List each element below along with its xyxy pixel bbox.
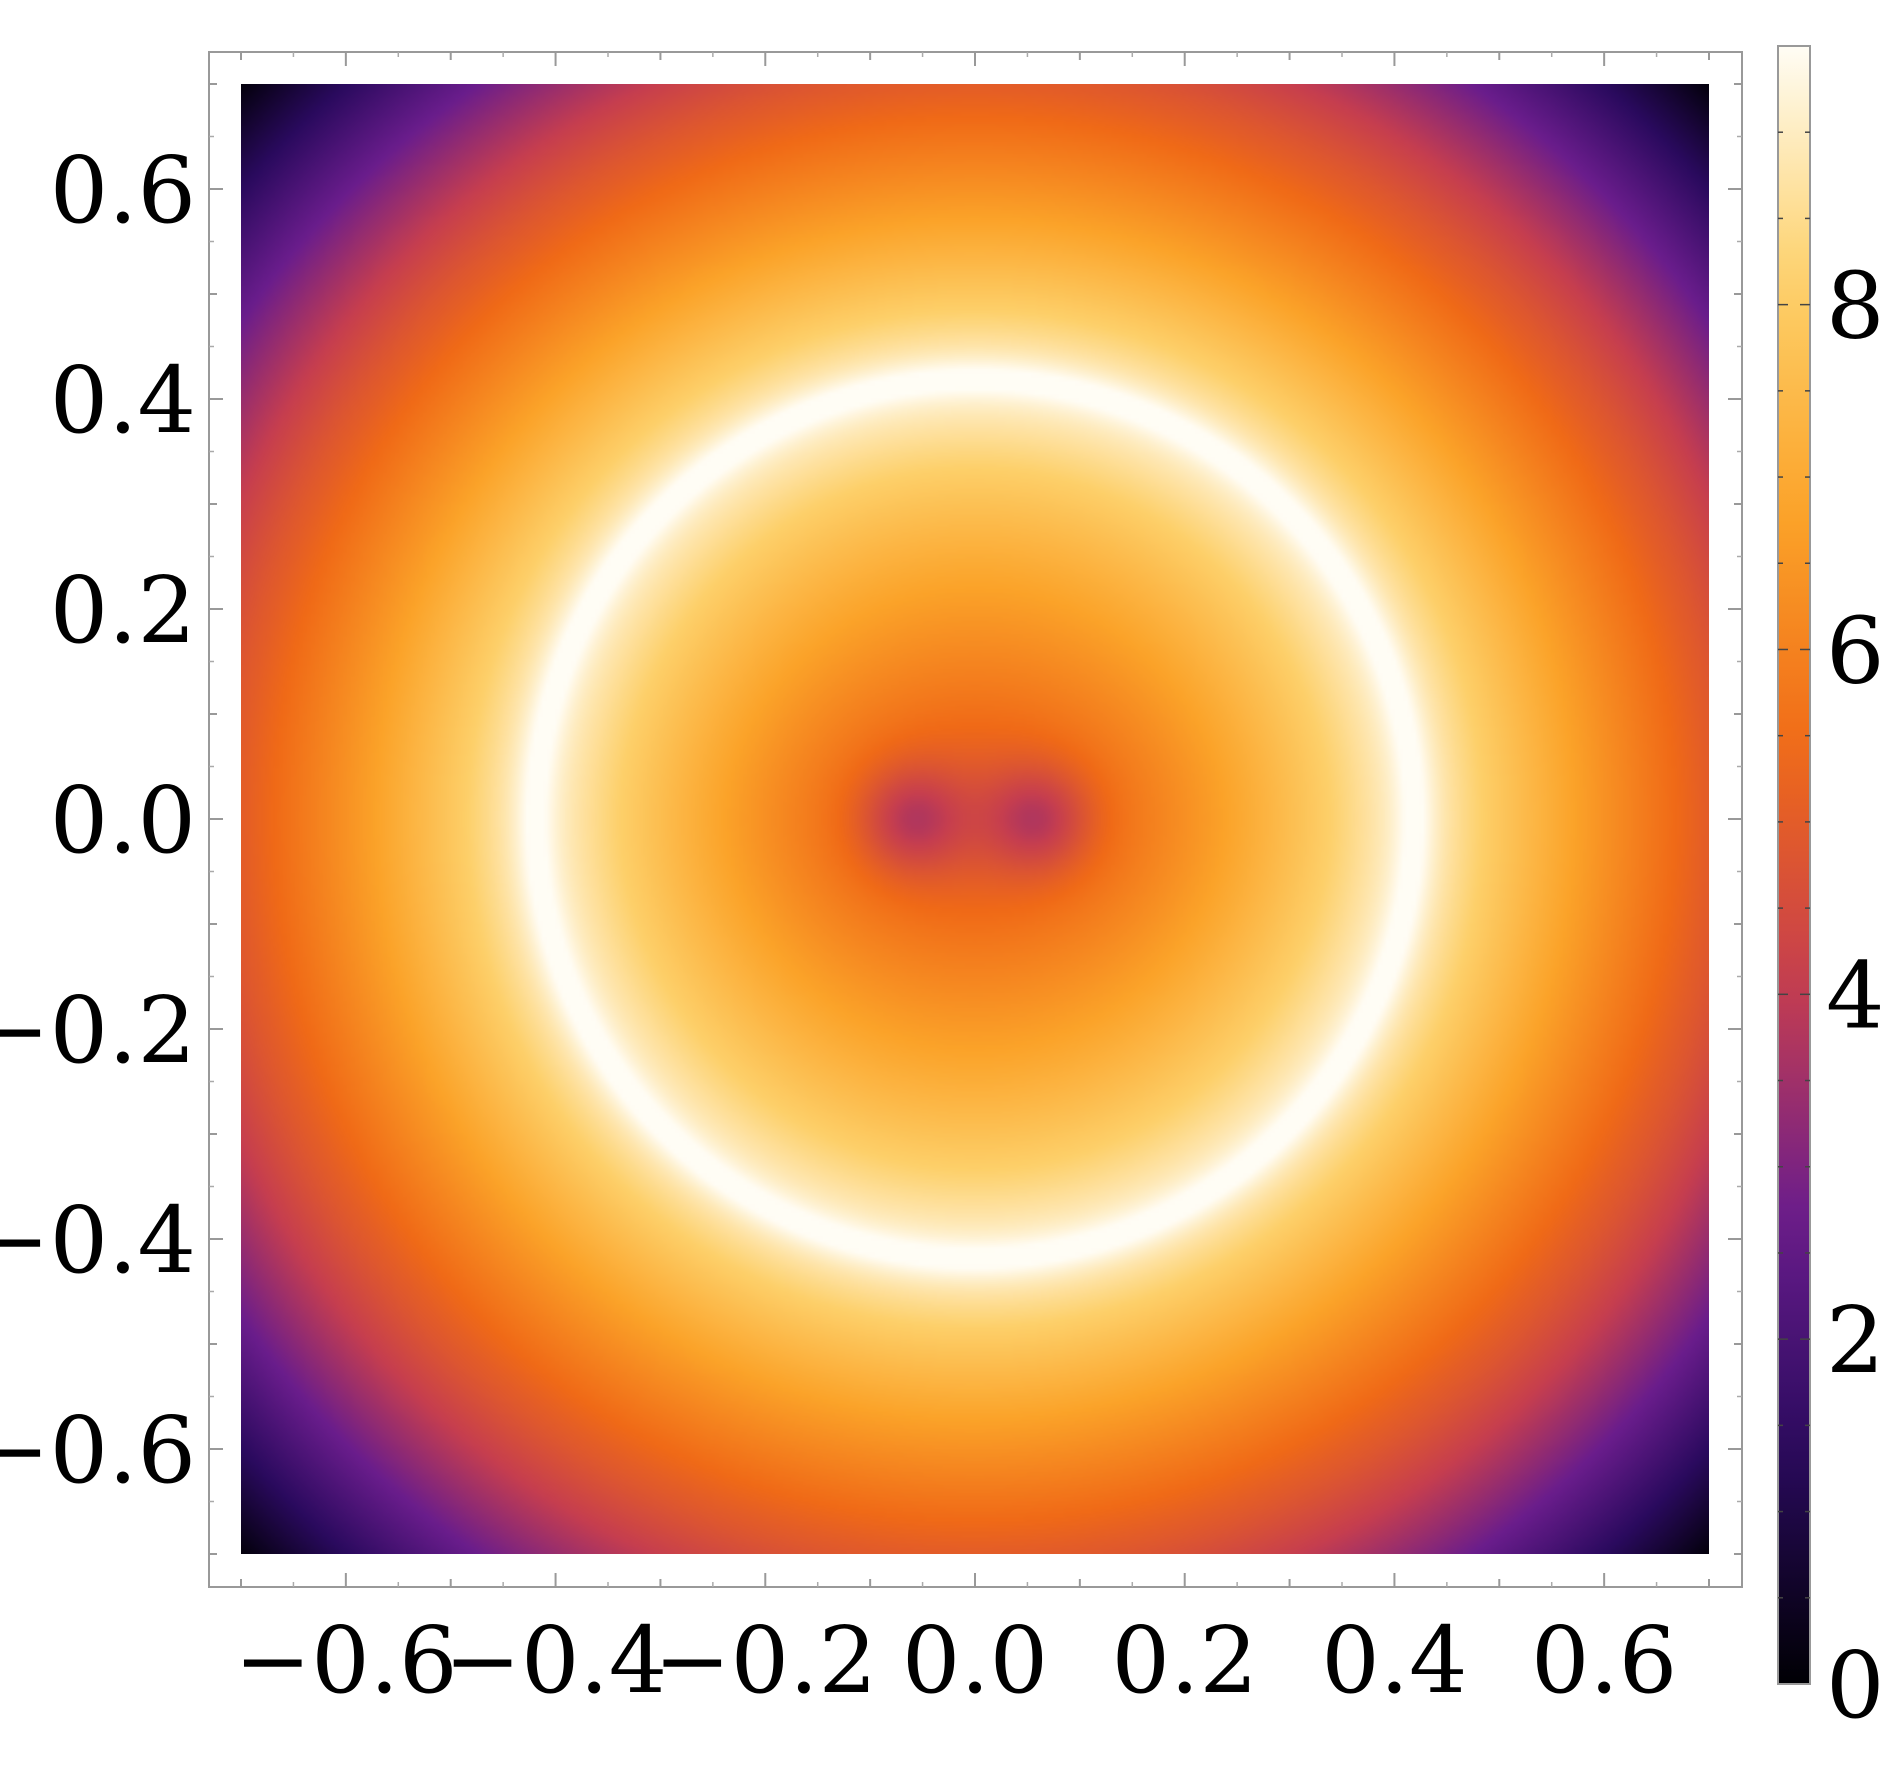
y-axis-tick-labels: −0.6 −0.4 −0.2 0.0 0.2 0.4 0.6 bbox=[0, 137, 196, 1504]
colorbar-tick-label: 4 bbox=[1826, 942, 1885, 1049]
colorbar bbox=[1777, 45, 1811, 1685]
y-tick-label: 0.4 bbox=[50, 347, 196, 454]
x-tick-label: 0.0 bbox=[902, 1607, 1048, 1714]
x-axis-tick-labels: −0.6−0.4−0.2 0.0 0.2 0.4 0.6 bbox=[234, 1607, 1677, 1714]
colorbar-tick-label: 2 bbox=[1826, 1287, 1885, 1394]
x-tick-label: −0.6 bbox=[234, 1607, 457, 1714]
x-tick-label: −0.2 bbox=[654, 1607, 877, 1714]
y-tick-label: −0.2 bbox=[0, 977, 196, 1084]
colorbar-tick-label: 8 bbox=[1826, 253, 1885, 360]
y-axis-ticks bbox=[209, 83, 1742, 1555]
y-tick-label: 0.2 bbox=[50, 557, 196, 664]
colorbar-tick-label: 6 bbox=[1826, 597, 1885, 704]
colorbar-tick-label: 0 bbox=[1826, 1632, 1885, 1739]
x-tick-label: 0.6 bbox=[1531, 1607, 1677, 1714]
heatmap-image bbox=[241, 84, 1709, 1554]
colorbar-ticks bbox=[1778, 131, 1810, 1599]
x-tick-label: −0.4 bbox=[444, 1607, 667, 1714]
y-tick-label: 0.6 bbox=[50, 137, 196, 244]
x-tick-label: 0.2 bbox=[1112, 1607, 1258, 1714]
y-tick-label: −0.6 bbox=[0, 1397, 196, 1504]
x-tick-label: 0.4 bbox=[1321, 1607, 1467, 1714]
y-tick-label: 0.0 bbox=[50, 767, 196, 874]
x-axis-ticks bbox=[240, 52, 1710, 1587]
y-tick-label: −0.4 bbox=[0, 1187, 196, 1294]
colorbar-tick-labels: 0 2 4 6 8 bbox=[1826, 253, 1885, 1739]
